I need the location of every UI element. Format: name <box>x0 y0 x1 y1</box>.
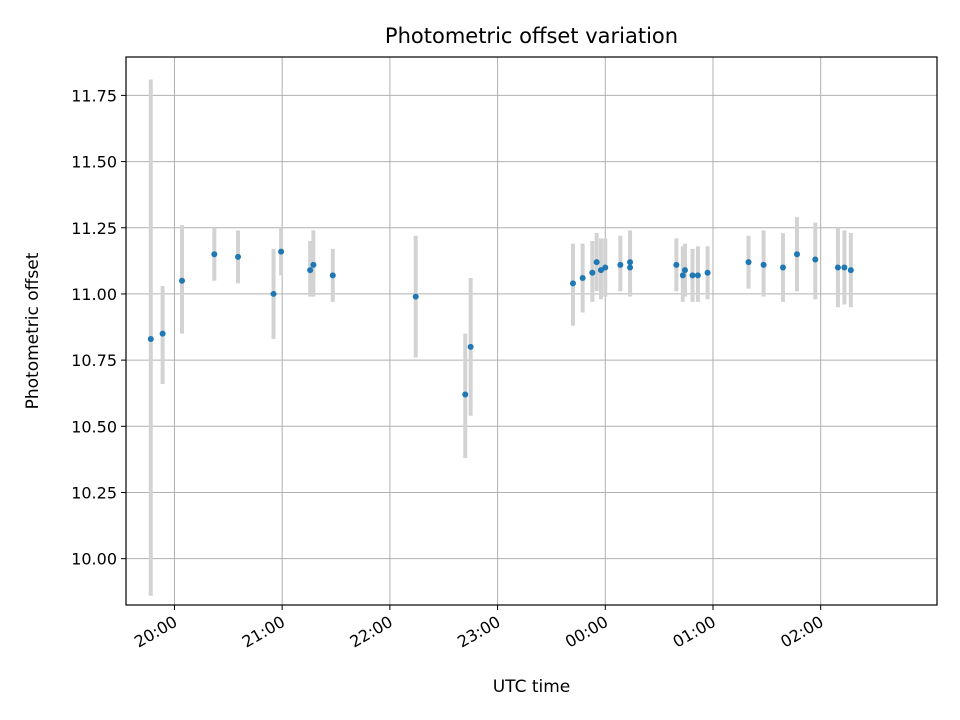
plot-area-frame <box>125 56 938 606</box>
data-point <box>307 267 314 274</box>
data-point <box>235 253 242 260</box>
y-tick-label: 10.75 <box>71 351 117 370</box>
data-point <box>694 272 701 279</box>
data-point <box>689 272 696 279</box>
y-tick-label: 10.25 <box>71 483 117 502</box>
data-point <box>704 269 711 276</box>
data-point <box>627 264 634 271</box>
data-point <box>310 261 317 268</box>
chart-title: Photometric offset variation <box>385 24 678 48</box>
data-point <box>467 343 474 350</box>
x-axis-label: UTC time <box>493 677 571 697</box>
y-axis-label: Photometric offset <box>23 252 43 409</box>
data-point <box>329 272 336 279</box>
data-point <box>627 259 634 266</box>
data-point <box>589 269 596 276</box>
data-point <box>412 293 419 300</box>
data-point <box>841 264 848 271</box>
data-point <box>159 330 166 337</box>
grid-lines <box>126 57 937 605</box>
y-tick-label: 11.00 <box>71 285 117 304</box>
data-point <box>779 264 786 271</box>
data-point <box>462 391 469 398</box>
data-point <box>569 280 576 287</box>
y-tick-label: 11.75 <box>71 86 117 105</box>
data-points <box>147 248 854 398</box>
y-tick-label: 11.50 <box>71 153 117 172</box>
data-point <box>617 261 624 268</box>
data-point <box>673 261 680 268</box>
y-tick-label: 10.00 <box>71 550 117 569</box>
y-tick-label: 11.25 <box>71 219 117 238</box>
data-point <box>812 256 819 263</box>
data-point <box>602 264 609 271</box>
data-point <box>278 248 285 255</box>
data-point <box>579 275 586 282</box>
data-point <box>834 264 841 271</box>
data-point <box>270 290 277 297</box>
data-point <box>597 267 604 274</box>
data-point <box>211 251 218 258</box>
data-point <box>681 267 688 274</box>
data-point <box>679 272 686 279</box>
data-point <box>147 335 154 342</box>
data-point <box>793 251 800 258</box>
data-point <box>593 259 600 266</box>
data-point <box>760 261 767 268</box>
data-point <box>847 267 854 274</box>
data-point <box>179 277 186 284</box>
y-axis-ticks: 10.00 10.25 10.50 10.75 11.00 11.25 11.50 11.75 <box>71 86 126 569</box>
data-point <box>745 259 752 266</box>
y-tick-label: 10.50 <box>71 417 117 436</box>
